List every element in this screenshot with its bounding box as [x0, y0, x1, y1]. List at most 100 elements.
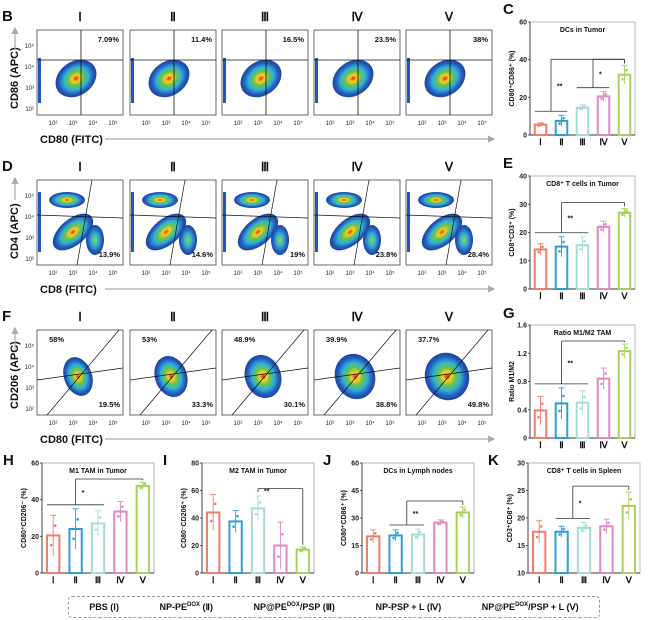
panel-letter: B — [2, 8, 13, 25]
x-tick-label: Ⅰ — [539, 291, 542, 301]
x-tick-label: 10⁴ — [273, 420, 283, 427]
x-tick-label: 10⁴ — [181, 270, 191, 277]
y-tick-label: 25 — [517, 488, 525, 495]
data-point — [625, 511, 629, 514]
bar — [575, 106, 590, 136]
x-tick-label: Ⅳ — [116, 575, 125, 585]
data-point — [414, 535, 418, 539]
data-point — [119, 510, 122, 513]
density-cloud — [55, 59, 97, 98]
data-point — [607, 521, 610, 525]
data-point — [560, 530, 563, 534]
data-point — [254, 513, 258, 516]
bar-chart-c: C DCs in Tumor CD80⁺CD86⁺ (%) 0 20 40 60 Ⅰ Ⅱ Ⅲ Ⅳ Ⅴ *… — [503, 1, 636, 147]
data-point — [96, 522, 100, 525]
x-tick-label: 10² — [326, 421, 335, 427]
data-point — [600, 382, 603, 386]
x-tick-label: 10² — [234, 421, 243, 427]
x-tick-label: 10³ — [69, 121, 78, 127]
gate-percentage: 16.5% — [283, 35, 305, 44]
data-point — [74, 527, 77, 531]
x-tick-label: 10⁵ — [293, 420, 303, 427]
data-point — [579, 107, 582, 111]
data-point — [537, 124, 540, 127]
y-tick-label: 0.4 — [517, 407, 527, 414]
density-cloud-cd8 — [271, 225, 289, 255]
x-tick-label: 10⁴ — [88, 270, 98, 277]
x-tick-label: Ⅲ — [255, 575, 261, 585]
y-tick-label: 10² — [25, 407, 34, 413]
x-tick-label: 10⁵ — [293, 270, 303, 277]
y-tick-label: 10⁴ — [25, 364, 35, 371]
gate-line-horizontal — [221, 214, 309, 219]
chart-title: M2 TAM in Tumor — [229, 468, 287, 475]
y-tick-label: 20 — [31, 534, 39, 541]
flow-plot-v: Ⅴ 10² 10³ 10⁴ 10⁵ 38% — [405, 10, 493, 127]
panel-letter: K — [488, 452, 499, 469]
x-tick-label: Ⅴ — [620, 440, 628, 450]
y-tick-label: 60 — [519, 20, 527, 27]
y-tick-label: 30 — [351, 516, 359, 523]
data-point — [625, 209, 628, 212]
x-tick-label: 10² — [234, 121, 243, 127]
chart-title: DCs in Tumor — [560, 27, 606, 34]
bar — [433, 521, 448, 574]
x-tick-label: Ⅴ — [299, 575, 307, 585]
x-tick-label: 10² — [142, 421, 151, 427]
x-tick-label: Ⅴ — [625, 575, 633, 585]
x-tick-label: 10⁵ — [108, 420, 118, 427]
y-tick-label: 0.8 — [517, 379, 527, 386]
data-point — [600, 228, 603, 231]
gate-percentage-bottom: 30.1% — [284, 400, 306, 409]
bar — [617, 211, 632, 291]
gate-line-horizontal — [313, 214, 401, 219]
data-point — [558, 250, 561, 253]
x-tick-label: 10³ — [69, 271, 78, 277]
data-point — [141, 484, 145, 488]
x-tick-label: 10³ — [346, 121, 355, 127]
density-cloud-cd8 — [455, 225, 473, 255]
x-tick-label: 10⁵ — [201, 420, 211, 427]
x-tick-label: Ⅳ — [599, 291, 608, 301]
x-tick-label: 10⁴ — [457, 270, 467, 277]
x-tick-label: 10⁴ — [457, 120, 467, 127]
bar-chart-g: G Ratio M1/M2 TAM Ratio M1/M2 0 0.4 0.8 1.2 1.6… — [503, 305, 636, 450]
x-tick-label: 10⁴ — [365, 120, 375, 127]
density-cloud-double-neg — [52, 213, 94, 251]
x-tick-label: 10⁵ — [477, 420, 487, 427]
x-tick-label: Ⅱ — [559, 291, 563, 301]
x-tick-label: 10⁵ — [108, 270, 118, 277]
x-tick-label: Ⅰ — [539, 440, 542, 450]
significance-label: ** — [413, 511, 419, 518]
data-point — [621, 213, 624, 217]
bar — [388, 534, 403, 575]
density-cloud-cd8 — [86, 225, 104, 255]
y-tick-label: 10⁵ — [25, 343, 35, 350]
data-point — [583, 105, 586, 108]
gate-percentage-bottom: 49.8% — [468, 400, 490, 409]
data-point — [53, 524, 57, 528]
x-tick-label: 10³ — [346, 271, 355, 277]
data-point — [562, 116, 565, 120]
data-point — [583, 395, 586, 399]
data-point — [76, 518, 79, 521]
y-axis-label: CD8⁺CD3⁺ (%) — [509, 208, 516, 256]
data-point — [51, 534, 55, 537]
density-cloud — [334, 353, 376, 400]
x-tick-label: 10² — [418, 421, 427, 427]
density-edge — [407, 192, 410, 252]
data-point — [541, 402, 544, 405]
chart-title: Ratio M1/M2 TAM — [554, 330, 612, 337]
x-axis-label: CD80 (FITC) — [40, 434, 103, 446]
x-axis-label: CD8 (FITC) — [40, 284, 97, 296]
significance-label: * — [579, 500, 582, 507]
x-tick-label: 10³ — [346, 421, 355, 427]
data-point — [541, 245, 544, 249]
bar — [533, 248, 548, 290]
gate-line-diagonal — [231, 329, 305, 416]
gate-line-diagonal — [323, 329, 397, 416]
group-label: Ⅱ — [170, 10, 176, 24]
density-cloud — [63, 357, 93, 396]
x-tick-label: 10³ — [254, 121, 263, 127]
gate-line-diagonal — [353, 179, 370, 266]
